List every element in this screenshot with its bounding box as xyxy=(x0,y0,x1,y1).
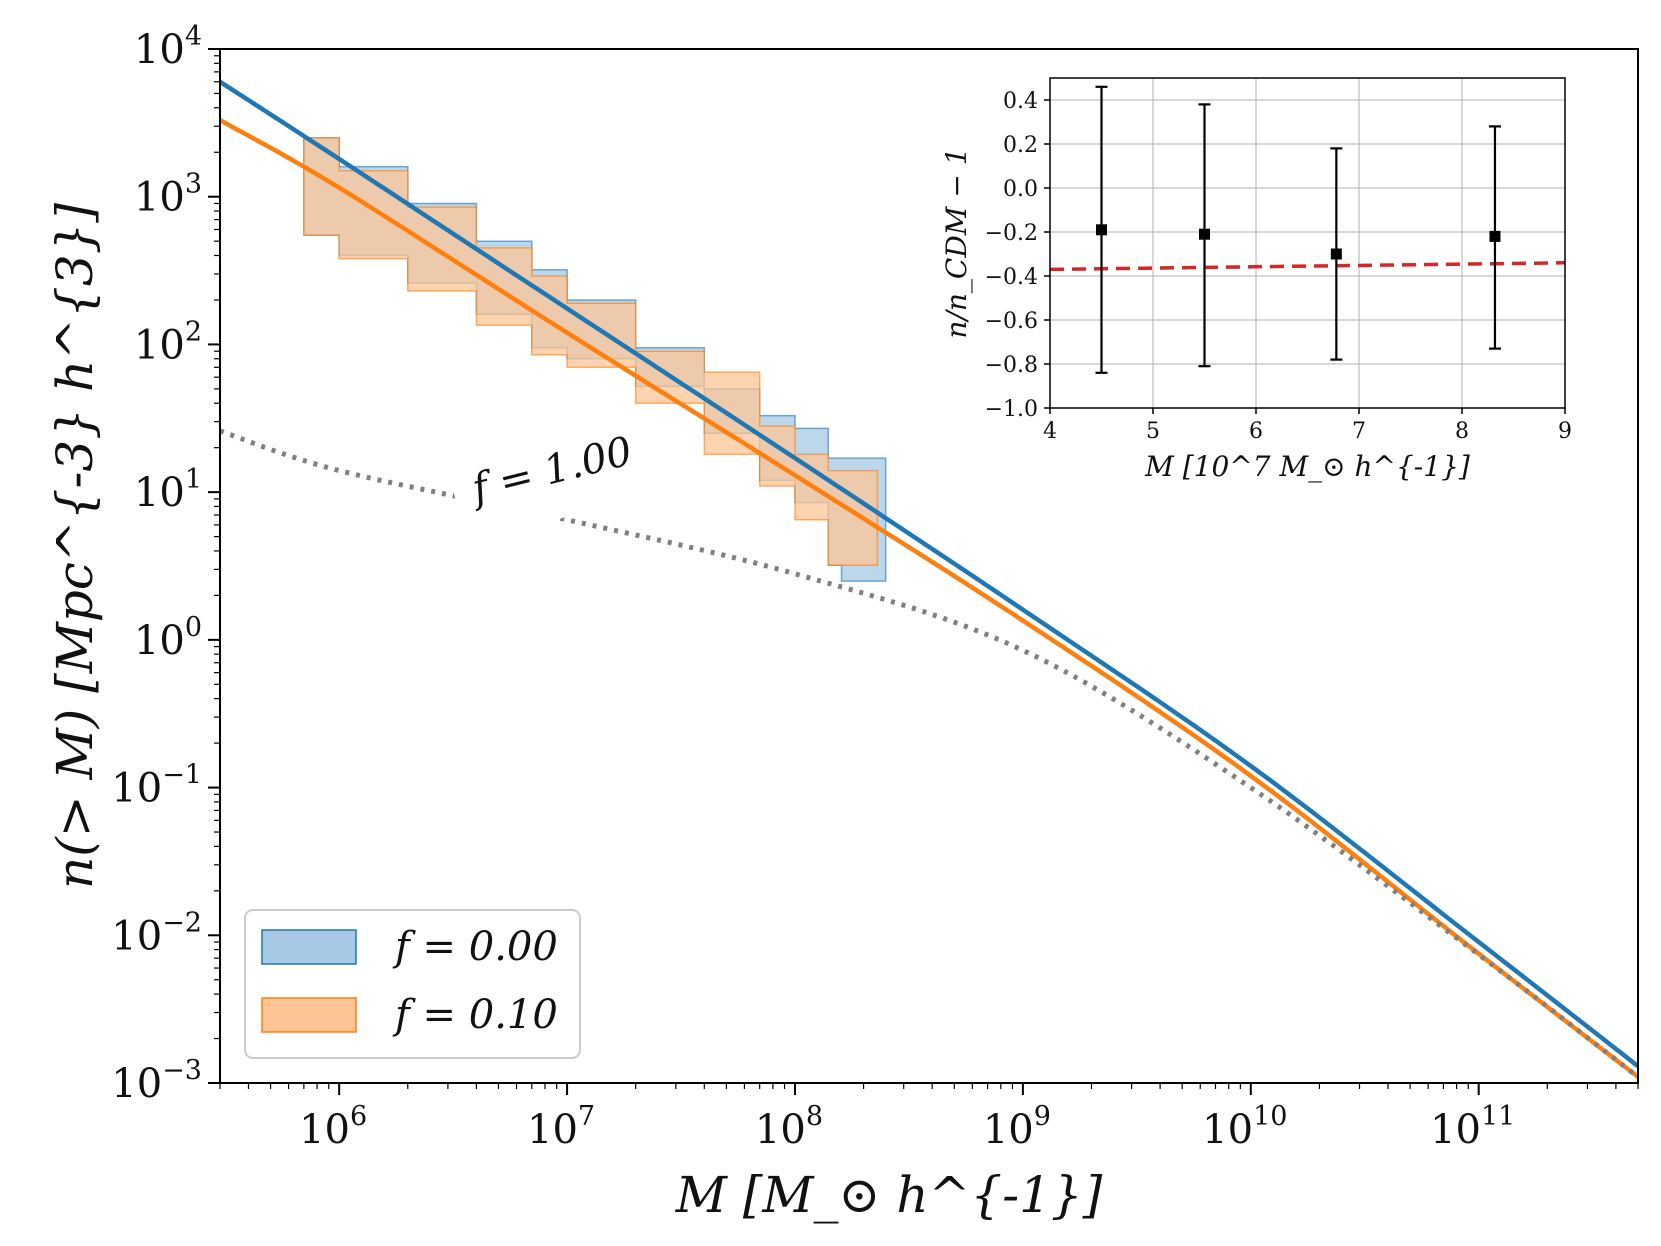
inset-x-tick-label: 8 xyxy=(1455,419,1469,444)
inset-background xyxy=(1050,78,1565,408)
inset-y-tick-label: 0.4 xyxy=(1003,89,1038,114)
x-tick-base: 10 xyxy=(1430,1107,1481,1153)
x-tick-exp: 8 xyxy=(806,1101,823,1132)
inset-x-tick-label: 9 xyxy=(1558,419,1572,444)
y-tick-label: 101 xyxy=(134,464,202,516)
inset-data xyxy=(1050,261,1565,272)
y-tick-base: 10 xyxy=(111,1061,162,1107)
y-tick-exp: 4 xyxy=(185,21,202,52)
y-tick-base: 10 xyxy=(134,470,185,516)
inset-point xyxy=(1489,230,1501,242)
y-tick-exp: 0 xyxy=(185,612,202,643)
series-line-1 xyxy=(220,118,1638,1079)
inset-y-tick-label: 0.0 xyxy=(1003,177,1038,202)
legend-label: f = 0.10 xyxy=(392,992,558,1038)
x-tick-exp: 7 xyxy=(578,1101,595,1132)
main-bands xyxy=(303,137,887,582)
inset-point xyxy=(1330,248,1342,260)
y-tick-label: 100 xyxy=(134,612,202,664)
x-tick-exp: 11 xyxy=(1481,1101,1515,1132)
y-tick-exp: 1 xyxy=(185,464,202,495)
x-tick-label: 108 xyxy=(755,1101,823,1153)
y-tick-base: 10 xyxy=(111,913,162,959)
inset-reference-line xyxy=(1050,261,1565,272)
inset-x-tick-label: 7 xyxy=(1352,419,1366,444)
inset-y-tick-label: 0.2 xyxy=(1003,133,1038,158)
inset-y-tick-label: −0.6 xyxy=(985,309,1038,334)
inset-frame xyxy=(1049,77,1566,409)
x-axis-title: M [M_⊙ h^{-1}] xyxy=(675,1166,1103,1224)
x-tick-label: 1010 xyxy=(1202,1101,1287,1153)
main-lines xyxy=(220,79,1638,1079)
inset-y-tick-label: −0.4 xyxy=(985,265,1038,290)
inset-y-tick-label: −0.8 xyxy=(985,353,1038,378)
main-axes xyxy=(219,48,1639,1084)
inset-y-tick-label: −0.2 xyxy=(985,221,1038,246)
legend: f = 0.00 f = 0.10 xyxy=(244,909,581,1059)
y-tick-exp: 2 xyxy=(185,316,202,347)
y-tick-base: 10 xyxy=(134,175,185,221)
x-tick-label: 1011 xyxy=(1430,1101,1515,1153)
x-tick-exp: 9 xyxy=(1034,1101,1051,1132)
main-annotation: f = 1.00 xyxy=(452,428,661,542)
inset-x-tick-label: 5 xyxy=(1146,419,1160,444)
y-tick-label: 10−3 xyxy=(111,1055,202,1107)
y-tick-label: 10−2 xyxy=(111,907,202,959)
legend-swatch xyxy=(261,997,357,1033)
x-tick-base: 10 xyxy=(527,1107,578,1153)
main-plot-frame xyxy=(219,48,1639,1084)
legend-swatch xyxy=(261,929,357,965)
band-f010 xyxy=(303,137,879,566)
series-line-0 xyxy=(220,79,1638,1068)
x-tick-base: 10 xyxy=(1202,1107,1253,1153)
inset-x-axis-title: M [10^7 M_⊙ h^{-1}] xyxy=(1144,450,1470,483)
y-tick-base: 10 xyxy=(111,766,162,812)
x-tick-exp: 10 xyxy=(1253,1101,1287,1132)
x-tick-label: 106 xyxy=(299,1101,367,1153)
y-tick-label: 102 xyxy=(134,316,202,368)
inset-point xyxy=(1199,228,1210,240)
x-tick-base: 10 xyxy=(299,1107,350,1153)
x-tick-base: 10 xyxy=(983,1107,1034,1153)
inset-point xyxy=(1096,224,1107,236)
annotation-background xyxy=(452,439,661,542)
y-tick-base: 10 xyxy=(134,27,185,73)
inset-chart: 4 5 6 7 8 9 −1.0 −0.8 −0.6 −0.4 −0.2 0.0 0.2 0.4 M [10… xyxy=(940,77,1572,483)
y-tick-exp: −3 xyxy=(162,1055,202,1086)
legend-label: f = 0.00 xyxy=(392,924,558,970)
inset-y-tick-label: −1.0 xyxy=(985,397,1038,422)
y-tick-exp: −2 xyxy=(162,907,202,938)
x-tick-base: 10 xyxy=(755,1107,806,1153)
inset-x-tick-label: 6 xyxy=(1249,419,1263,444)
main-ticks: 106 107 108 109 1010 101110−310−210−110010110… xyxy=(46,21,1639,1224)
x-tick-label: 109 xyxy=(983,1101,1051,1153)
x-tick-label: 107 xyxy=(527,1101,595,1153)
y-tick-exp: 3 xyxy=(185,169,202,200)
inset-y-axis-title: n/n_CDM − 1 xyxy=(940,147,973,338)
y-tick-base: 10 xyxy=(134,322,185,368)
y-tick-label: 104 xyxy=(134,21,202,73)
y-axis-title: n(> M) [Mpc^{-3} h^{3}] xyxy=(46,203,104,889)
y-tick-exp: −1 xyxy=(162,760,202,791)
x-tick-exp: 6 xyxy=(350,1101,367,1132)
y-tick-label: 103 xyxy=(134,169,202,221)
y-tick-base: 10 xyxy=(134,618,185,664)
y-tick-label: 10−1 xyxy=(111,760,202,812)
inset-x-tick-label: 4 xyxy=(1043,419,1057,444)
